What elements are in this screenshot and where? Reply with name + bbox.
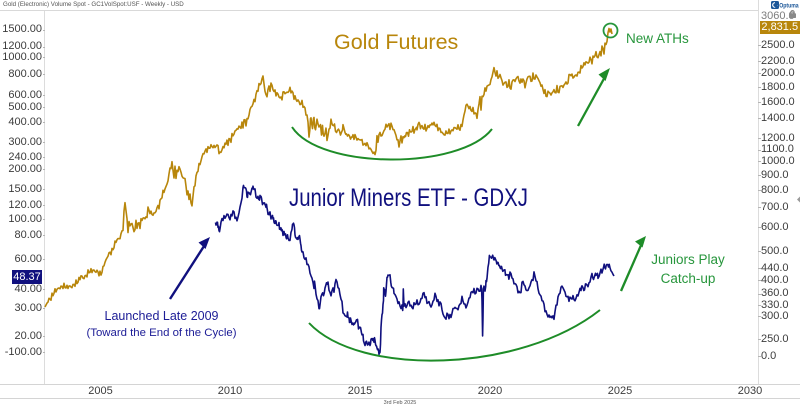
svg-text:Optuma: Optuma: [779, 2, 799, 9]
